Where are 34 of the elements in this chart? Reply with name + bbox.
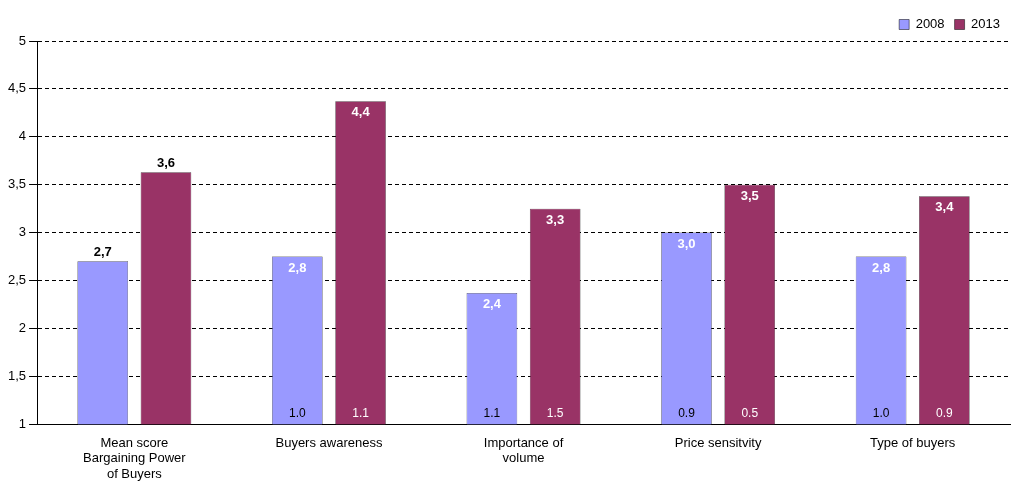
annotation: 1.5 bbox=[546, 405, 564, 420]
annotation: 1.0 bbox=[288, 405, 306, 420]
data-label: 2,7 bbox=[93, 244, 112, 260]
legend-label: 2013 bbox=[971, 16, 1000, 32]
data-label: 3,0 bbox=[677, 235, 696, 251]
data-label: 2,4 bbox=[482, 296, 502, 312]
legend-label: 2008 bbox=[915, 16, 945, 32]
x-tick-label: Buyers awareness bbox=[275, 434, 383, 450]
y-tick-label: 1,5 bbox=[7, 367, 27, 383]
annotation: 1.1 bbox=[352, 405, 370, 420]
annotation: 0.9 bbox=[678, 405, 696, 420]
y-tick-label: 1 bbox=[18, 415, 27, 431]
y-tick-label: 3,5 bbox=[7, 176, 27, 192]
data-label: 3,6 bbox=[156, 155, 176, 171]
x-tick-label: Type of buyers bbox=[870, 434, 956, 450]
annotation: 1.1 bbox=[483, 405, 501, 420]
annotation: 0.5 bbox=[741, 405, 759, 420]
data-label: 2,8 bbox=[872, 259, 891, 275]
x-tick-label: Mean score Bargaining Power of Buyers bbox=[83, 434, 187, 481]
y-tick-label: 2,5 bbox=[7, 272, 27, 288]
y-tick-label: 4 bbox=[18, 128, 27, 144]
data-label: 2,8 bbox=[288, 259, 307, 275]
y-tick-label: 3 bbox=[18, 224, 27, 240]
x-tick-label: Importance of volume bbox=[483, 434, 564, 466]
data-label: 3,5 bbox=[740, 187, 759, 203]
y-tick-label: 5 bbox=[18, 32, 27, 48]
annotation: 1.0 bbox=[872, 405, 890, 420]
x-tick-label: Price sensitvity bbox=[674, 434, 762, 450]
y-tick-label: 2 bbox=[18, 319, 27, 335]
data-label: 4,4 bbox=[351, 104, 371, 120]
y-tick-label: 4,5 bbox=[7, 80, 27, 96]
data-label: 3,4 bbox=[935, 199, 955, 215]
data-label: 3,3 bbox=[546, 211, 565, 227]
annotation: 0.9 bbox=[935, 405, 953, 420]
